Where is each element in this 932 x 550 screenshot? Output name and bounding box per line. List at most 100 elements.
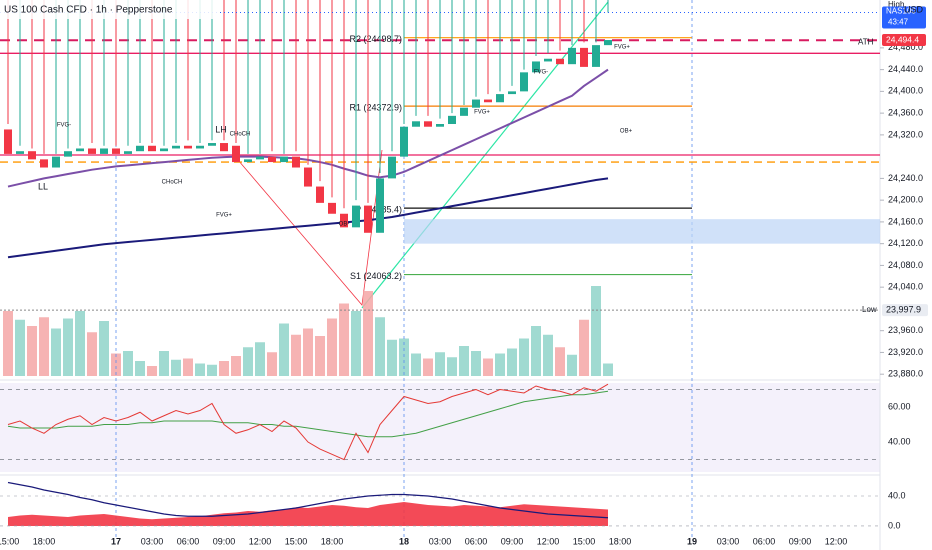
volume-bar — [135, 361, 145, 376]
volume-bar — [231, 356, 241, 376]
annotation: FVG+ — [216, 213, 232, 219]
candle-body — [556, 58, 564, 65]
volume-bar — [363, 291, 373, 376]
candle-body — [388, 156, 396, 179]
currency: USD — [904, 4, 924, 14]
volume-bar — [339, 303, 349, 376]
x-tick-label: 06:00 — [753, 536, 776, 546]
candle-body — [376, 178, 384, 233]
candle-body — [88, 148, 96, 154]
volume-bar — [555, 347, 565, 376]
volume-bar — [147, 366, 157, 376]
y-tick-label: 24,480.0 — [888, 42, 923, 52]
rsi-ma — [7, 390, 609, 438]
candle-body — [40, 159, 48, 168]
y-tick-label: 24,440.0 — [888, 64, 923, 74]
volume-bar — [471, 351, 481, 376]
candle-body — [160, 148, 168, 152]
candle-body — [28, 151, 36, 160]
rsi-background — [0, 383, 880, 472]
x-tick-label: 06:00 — [465, 536, 488, 546]
volume-bar — [219, 361, 229, 376]
annotation: OB- — [339, 222, 350, 228]
x-tick-label: 19 — [687, 536, 697, 546]
candle-body — [124, 151, 132, 154]
ath-label: ATH — [858, 37, 874, 46]
candle-body — [52, 156, 60, 168]
candle-body — [460, 107, 468, 116]
x-tick-label: 12:00 — [537, 536, 560, 546]
candle-body — [508, 91, 516, 95]
volume-bar — [375, 317, 385, 376]
y-tick-label: 23,880.0 — [888, 369, 923, 379]
annotation: OB+ — [620, 129, 633, 135]
candle-body — [484, 99, 492, 103]
volume-bar — [111, 353, 121, 376]
volume-bar — [63, 318, 73, 376]
high-label: High — [888, 0, 904, 9]
pivot-label: R2 (24498.7) — [349, 34, 402, 44]
y-tick-label: 23,960.0 — [888, 325, 923, 335]
annotation: CHoCH — [230, 132, 251, 138]
volume-bar — [267, 352, 277, 376]
x-tick-label: 03:00 — [141, 536, 164, 546]
volume-bar — [399, 338, 409, 376]
y-tick-label: 24,120.0 — [888, 238, 923, 248]
volume-bar — [171, 359, 181, 376]
candle-body — [136, 145, 144, 152]
pivot-label: S1 (24063.2) — [350, 271, 402, 281]
candle-body — [496, 94, 504, 103]
candle-body — [400, 126, 408, 157]
annotation: CHoCH — [162, 180, 183, 186]
y-tick-label: 0.0 — [888, 520, 901, 530]
candle-body — [448, 115, 456, 125]
y-tick-label: 24,400.0 — [888, 86, 923, 96]
x-tick-label: 12:00 — [825, 536, 848, 546]
price-tag-label: 24,494.4 — [886, 34, 919, 44]
candle-body — [196, 145, 204, 149]
x-tick-label: 12:00 — [249, 536, 272, 546]
volume-bar — [411, 353, 421, 376]
volume-bar — [75, 311, 85, 376]
x-tick-label: 09:00 — [213, 536, 236, 546]
candle-body — [472, 99, 480, 108]
low-tag — [882, 304, 928, 317]
rsi-line — [7, 383, 609, 461]
candle-body — [244, 159, 252, 163]
annotation: FVG+ — [614, 45, 630, 51]
volume-bar — [327, 318, 337, 376]
candle-body — [184, 145, 192, 149]
candle-body — [4, 129, 12, 154]
volume-bar — [483, 358, 493, 376]
symbol-label: NAS100 — [886, 7, 916, 16]
volume-bar — [195, 363, 205, 376]
volume-bar — [591, 286, 601, 376]
volume-bar — [99, 321, 109, 376]
y-tick-label: 23,920.0 — [888, 347, 923, 357]
volume-bar — [15, 319, 25, 376]
low-label: Low — [862, 305, 877, 314]
y-tick-label: 24,040.0 — [888, 282, 923, 292]
volume-bar — [123, 351, 133, 376]
annotation: FVG- — [534, 70, 548, 76]
volume-bar — [567, 354, 577, 376]
x-tick-label: 18:00 — [33, 536, 56, 546]
countdown: 43:47 — [888, 18, 909, 27]
y-tick-label: 24,360.0 — [888, 108, 923, 118]
candle-body — [532, 61, 540, 73]
zone — [404, 219, 880, 244]
candle-body — [16, 151, 24, 154]
pivot-label: R1 (24372.9) — [349, 102, 402, 112]
price-axis-bg — [881, 0, 932, 378]
oscillator-area — [8, 501, 608, 526]
volume-bar — [51, 328, 61, 376]
candle-body — [568, 47, 576, 65]
annotation: LL — [38, 181, 48, 191]
y-tick-label: 24,240.0 — [888, 173, 923, 183]
low-tag-label: 23,997.9 — [886, 304, 921, 314]
candle-body — [256, 156, 264, 160]
x-tick-label: 03:00 — [429, 536, 452, 546]
x-tick-label: 18:00 — [609, 536, 632, 546]
